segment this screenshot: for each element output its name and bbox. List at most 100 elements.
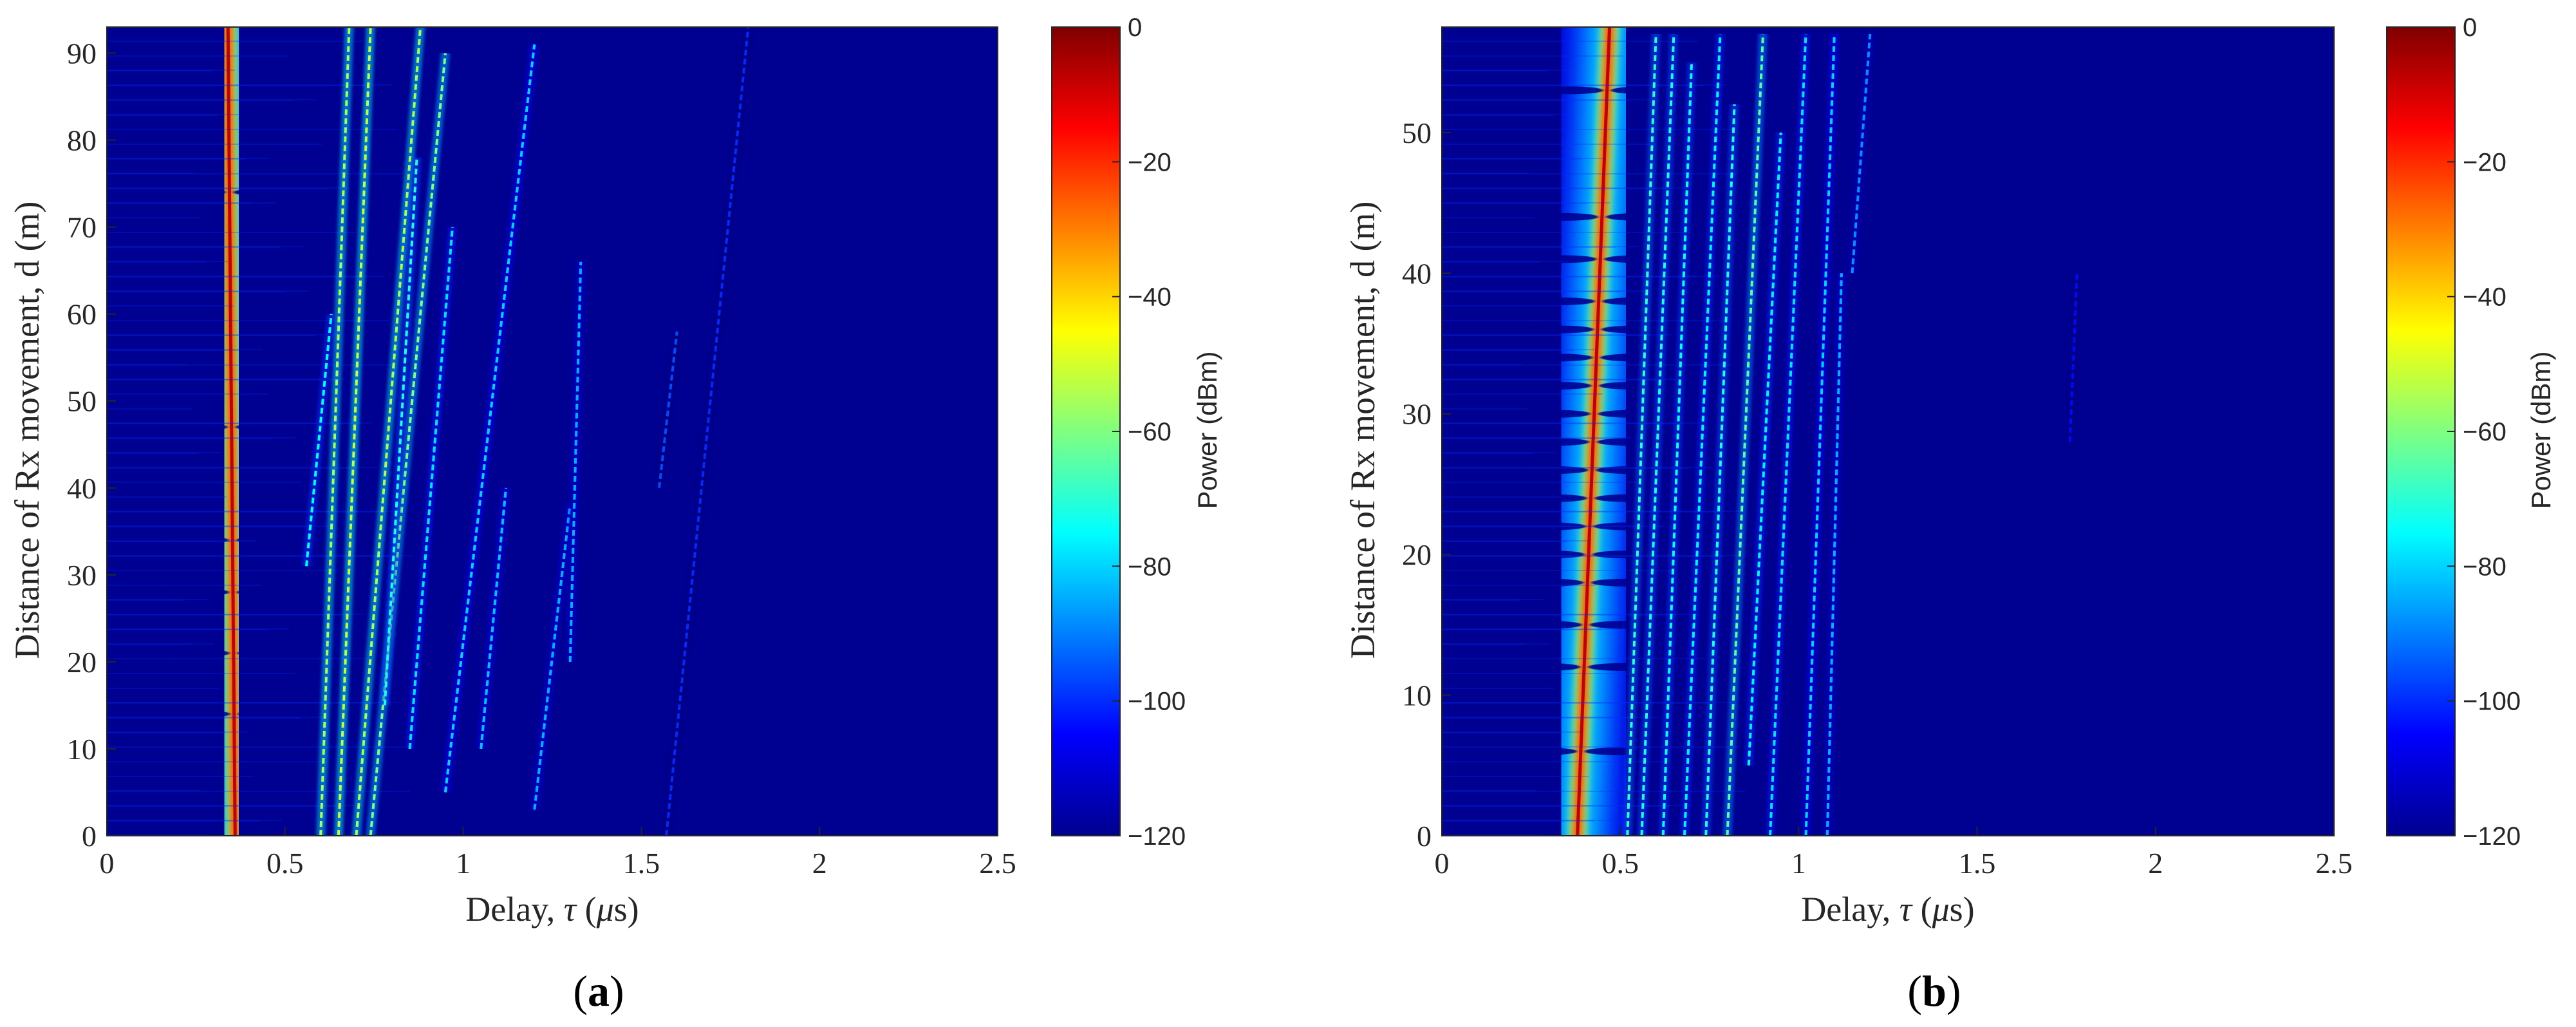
path-null: [1602, 297, 1670, 305]
y-axis-label-b: Distance of Rx movement, d (m): [1343, 202, 1382, 659]
x-axis-label-open-a: (: [576, 890, 596, 928]
path-null: [1520, 494, 1587, 502]
multipath-line: [658, 331, 678, 489]
multipath-line: [1851, 33, 1872, 274]
colorbar-tick-label: −100: [2463, 688, 2521, 716]
path-null: [1594, 494, 1662, 502]
x-tick-label: 0.5: [1601, 847, 1639, 880]
path-null: [1601, 325, 1668, 334]
path-null: [1521, 466, 1589, 475]
multipath-line: [1804, 33, 1836, 836]
path-null: [1598, 410, 1665, 418]
multipath-line: [1825, 273, 1843, 836]
multipath-line: [480, 487, 508, 749]
path-null: [1531, 212, 1598, 221]
x-tick-label: 0.5: [266, 847, 304, 880]
x-tick-label: 1: [1791, 847, 1806, 880]
path-null: [1529, 255, 1597, 263]
x-tick-label: 2.5: [2315, 847, 2353, 880]
multipath-line: [1704, 104, 1736, 836]
multipath-line: [2068, 273, 2078, 442]
x-axis-label-rest-a: s): [614, 890, 639, 928]
x-axis-label-mu-b: μ: [1932, 890, 1950, 928]
y-tick-label: 30: [1402, 398, 1432, 431]
y-tick-label: 0: [1417, 820, 1432, 853]
y-tick-label: 70: [67, 211, 97, 244]
y-ticks-b: 0 10 20 30 40 50: [1402, 117, 1451, 853]
multipath-line: [443, 44, 536, 793]
panel-a: 0 0.5 1 1.5 2 2.5 0 10 20 30 40 50 60 70 80 90 Delay, …: [8, 14, 1222, 1015]
y-axis-label-a: Distance of Rx movement, d (m): [8, 202, 46, 659]
heatmap-b: [1441, 26, 2335, 836]
x-tick-label: 2.5: [979, 847, 1016, 880]
path-null: [1599, 382, 1666, 390]
colorbar-tick-label: −20: [2463, 148, 2506, 176]
path-null: [1527, 297, 1595, 305]
x-axis-label-rest-b: s): [1950, 890, 1975, 928]
direct-path-line: [1576, 27, 1612, 836]
colorbar-tick-label: −80: [2463, 552, 2506, 581]
path-null: [1526, 353, 1593, 362]
colorbar-a: 0 −20 −40 −60 −80 −100 −120 Power (dBm): [1051, 14, 1222, 851]
y-tick-label: 30: [67, 559, 97, 592]
multipath-line: [1726, 33, 1764, 836]
plot-frame: [1441, 26, 2335, 836]
y-tick-label: 80: [67, 124, 97, 157]
colorbar-tick-label: −120: [2463, 822, 2521, 851]
multipath-line: [383, 157, 418, 706]
heatmap-content: [1442, 27, 2082, 836]
path-null: [1593, 522, 1661, 531]
multipath-line: [533, 505, 572, 810]
path-null: [1518, 551, 1585, 559]
heatmap-a: [106, 26, 998, 836]
x-tick-label: 0: [1435, 847, 1450, 880]
colorbar-tick-label: 0: [1128, 14, 1142, 42]
colorbar-tick-label: −60: [2463, 418, 2506, 446]
path-null: [1596, 438, 1664, 446]
colorbar-label-b: Power (dBm): [2526, 351, 2556, 509]
x-tick-label: 1.5: [623, 847, 660, 880]
colorbar-tick-label: −60: [1128, 418, 1171, 446]
x-axis-label-symbol-a: τ: [564, 890, 577, 928]
path-null: [163, 710, 230, 718]
x-tick-label: 1.5: [1959, 847, 1996, 880]
multipath-line: [305, 314, 333, 567]
panel-b: 0 0.5 1 1.5 2 2.5 0 10 20 30 40 50 Delay, τ (μs) D…: [1343, 14, 2556, 1015]
panel-letter-b: b: [1922, 966, 1946, 1015]
path-null: [1524, 382, 1592, 390]
path-null: [1591, 578, 1659, 587]
multipath-line: [1769, 33, 1807, 836]
path-null: [160, 423, 228, 431]
path-null: [1523, 410, 1591, 418]
x-axis-label-a: Delay, τ (μs): [465, 890, 639, 928]
colorbar-gradient-b: [2386, 26, 2456, 836]
colorbar-gradient-a: [1051, 26, 1121, 836]
path-null: [236, 536, 304, 544]
colorbar-ticks-b: 0 −20 −40 −60 −80 −100 −120: [2447, 14, 2521, 851]
y-tick-label: 10: [67, 733, 97, 766]
colorbar-b: 0 −20 −40 −60 −80 −100 −120 Power (dBm): [2386, 14, 2556, 851]
colorbar-ticks-a: 0 −20 −40 −60 −80 −100 −120: [1112, 14, 1186, 851]
path-null: [1604, 255, 1672, 263]
multipath-line: [1640, 33, 1675, 836]
multipath-line: [568, 261, 583, 662]
path-null: [1536, 86, 1603, 95]
x-axis-label-b: Delay, τ (μs): [1801, 890, 1974, 928]
x-tick-label: 2: [812, 847, 827, 880]
x-tick-label: 2: [2148, 847, 2163, 880]
panel-letter-a: a: [588, 966, 610, 1015]
path-null: [1592, 551, 1660, 559]
panel-label-a: (a): [573, 966, 624, 1015]
path-null: [236, 588, 304, 596]
path-null: [1588, 663, 1656, 671]
x-axis-label-symbol-b: τ: [1899, 890, 1913, 928]
path-null: [238, 710, 305, 718]
colorbar-tick-label: −100: [1128, 688, 1186, 716]
x-axis-label-mu-a: μ: [596, 890, 614, 928]
multipath-line: [665, 27, 750, 836]
colorbar-label-a: Power (dBm): [1192, 351, 1222, 509]
multipath-line: [1661, 62, 1694, 836]
x-ticks-b: 0 0.5 1 1.5 2 2.5: [1435, 827, 2353, 880]
path-null: [162, 536, 229, 544]
colorbar-tick-label: −20: [1128, 148, 1171, 176]
